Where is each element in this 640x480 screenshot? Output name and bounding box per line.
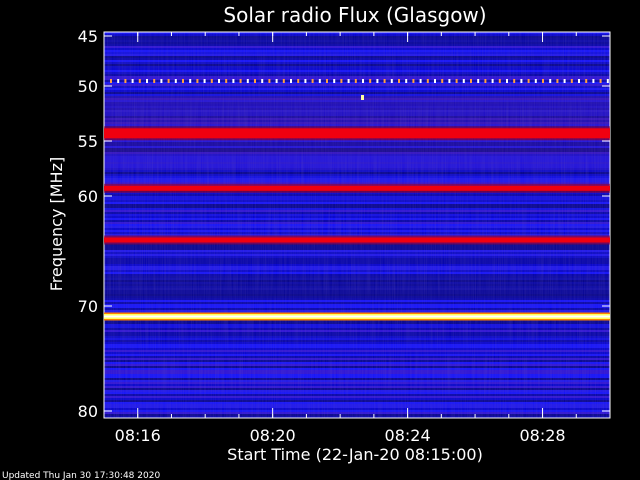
band-dot bbox=[189, 79, 192, 83]
band-dot bbox=[153, 79, 156, 83]
band-dot bbox=[426, 79, 429, 83]
band-dot bbox=[354, 79, 357, 83]
band-dot bbox=[534, 79, 537, 83]
band bbox=[104, 237, 610, 243]
y-tick-label: 60 bbox=[78, 187, 98, 206]
band-dot bbox=[167, 79, 170, 83]
band-dot bbox=[182, 79, 184, 83]
y-tick-label: 80 bbox=[78, 402, 98, 421]
band-dot bbox=[455, 79, 458, 83]
band bbox=[104, 185, 610, 191]
band-dot bbox=[110, 79, 112, 83]
band-dot bbox=[434, 79, 436, 83]
band-dot bbox=[138, 79, 141, 83]
band-dot bbox=[196, 79, 199, 83]
x-tick-label: 08:28 bbox=[519, 426, 565, 445]
band-dot bbox=[462, 79, 465, 83]
band-dot bbox=[549, 79, 552, 83]
y-tick-label: 70 bbox=[78, 297, 98, 316]
band-dot bbox=[275, 79, 278, 83]
band-dot bbox=[203, 79, 206, 83]
band-dot bbox=[585, 79, 588, 83]
band-dot bbox=[290, 79, 292, 83]
band-dot bbox=[405, 79, 408, 83]
band-dot bbox=[470, 79, 472, 83]
band-dot bbox=[246, 79, 249, 83]
y-axis: 45 50 55 60 70 80 bbox=[78, 27, 610, 421]
band-dot bbox=[477, 79, 480, 83]
x-axis-label: Start Time (22-Jan-20 08:15:00) bbox=[227, 445, 483, 464]
band-dot bbox=[318, 79, 321, 83]
spectrum-noise bbox=[104, 32, 610, 418]
band-dot bbox=[131, 79, 134, 83]
band-dot bbox=[333, 79, 336, 83]
band-dot bbox=[592, 79, 595, 83]
band-dot bbox=[146, 79, 148, 83]
x-tick-label: 08:16 bbox=[115, 426, 161, 445]
band-dot bbox=[124, 79, 127, 83]
band-dot bbox=[239, 79, 242, 83]
band-core bbox=[104, 315, 610, 318]
band-dot bbox=[398, 79, 400, 83]
band-dot bbox=[484, 79, 487, 83]
band-dot bbox=[304, 79, 307, 83]
band-dot bbox=[527, 79, 530, 83]
chart-title: Solar radio Flux (Glasgow) bbox=[223, 3, 486, 27]
band-dot bbox=[498, 79, 501, 83]
band-dot bbox=[254, 79, 256, 83]
band-dot bbox=[218, 79, 220, 83]
x-tick-label: 08:20 bbox=[250, 426, 296, 445]
band-dot bbox=[513, 79, 516, 83]
band-dot bbox=[210, 79, 213, 83]
band-dot bbox=[390, 79, 393, 83]
band-dot bbox=[340, 79, 343, 83]
band-dot bbox=[376, 79, 379, 83]
band-dot bbox=[174, 79, 177, 83]
band-dot bbox=[117, 79, 120, 83]
band-dot bbox=[542, 79, 544, 83]
band-dot bbox=[383, 79, 386, 83]
band-dot bbox=[261, 79, 264, 83]
y-tick-label: 50 bbox=[78, 77, 98, 96]
band-dot bbox=[326, 79, 328, 83]
y-tick-label: 55 bbox=[78, 132, 98, 151]
band-dot bbox=[268, 79, 271, 83]
plot-area bbox=[103, 31, 611, 419]
band-dot bbox=[556, 79, 559, 83]
updated-timestamp: Updated Thu Jan 30 17:30:48 2020 bbox=[2, 471, 160, 480]
band-dot bbox=[347, 79, 350, 83]
band-dot bbox=[369, 79, 372, 83]
band-dot bbox=[570, 79, 573, 83]
band-dot bbox=[563, 79, 566, 83]
band-dot bbox=[578, 79, 580, 83]
band-dot bbox=[506, 79, 508, 83]
y-tick-label: 45 bbox=[78, 27, 98, 46]
band-dot bbox=[448, 79, 451, 83]
band-dot bbox=[311, 79, 314, 83]
band-dot bbox=[225, 79, 228, 83]
band-dot bbox=[599, 79, 602, 83]
band-dot bbox=[282, 79, 285, 83]
band-dot bbox=[441, 79, 444, 83]
band-dot bbox=[520, 79, 523, 83]
x-axis: 08:16 08:20 08:24 08:28 bbox=[103, 32, 611, 445]
band-dot bbox=[232, 79, 235, 83]
band-dot bbox=[160, 79, 163, 83]
burst-mark bbox=[361, 95, 364, 100]
x-tick-label: 08:24 bbox=[385, 426, 431, 445]
band-dot bbox=[606, 79, 609, 83]
band-dot bbox=[491, 79, 494, 83]
band-dot bbox=[362, 79, 364, 83]
y-axis-label: Frequency [MHz] bbox=[47, 157, 66, 291]
band-dot bbox=[412, 79, 415, 83]
plot-frame bbox=[103, 31, 611, 419]
band-dot bbox=[419, 79, 422, 83]
band bbox=[104, 128, 610, 139]
band-dot bbox=[297, 79, 300, 83]
emission-bands bbox=[104, 79, 610, 321]
